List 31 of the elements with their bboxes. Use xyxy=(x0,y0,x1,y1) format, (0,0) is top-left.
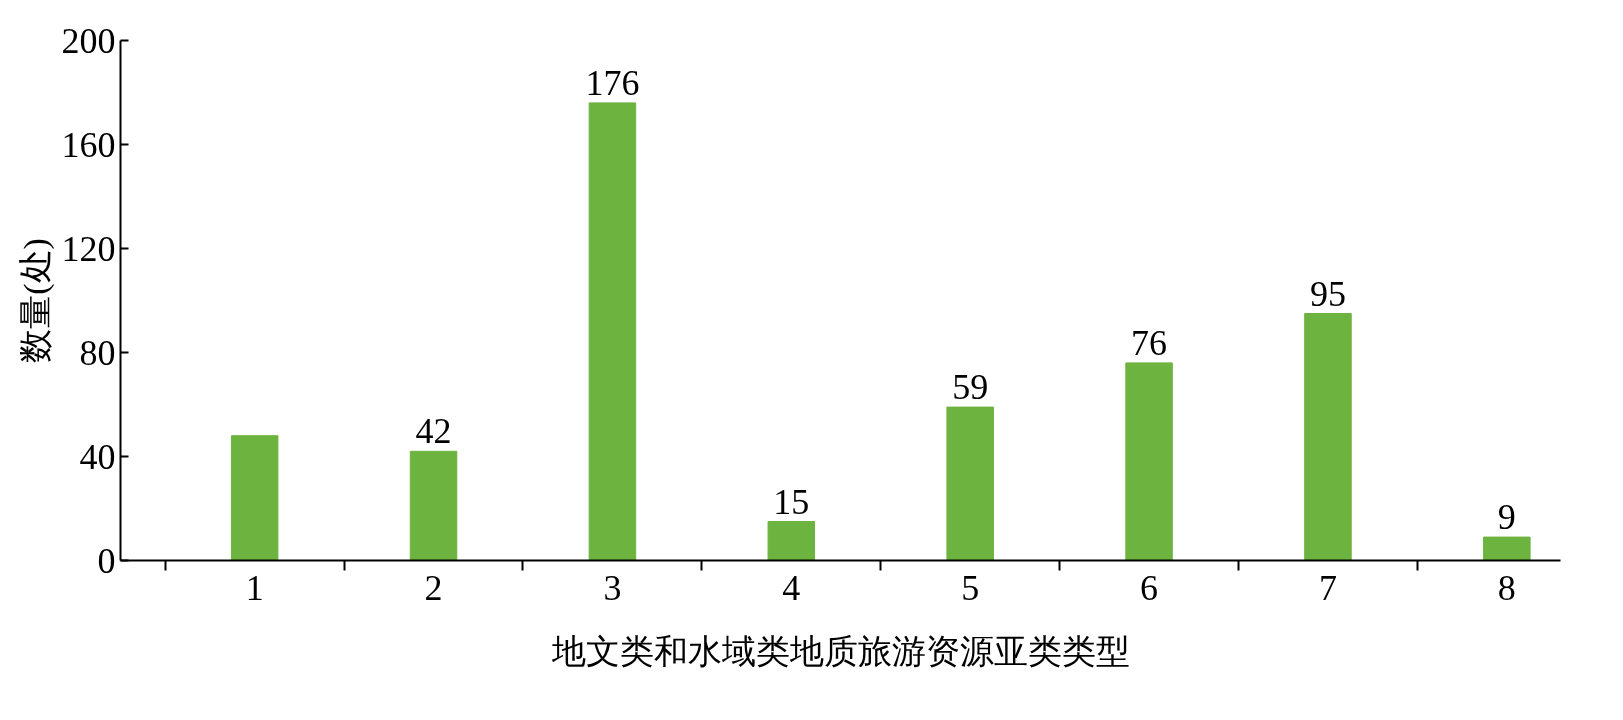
bar xyxy=(409,450,458,561)
x-tick-label: 7 xyxy=(1318,567,1337,608)
bar xyxy=(1304,313,1352,561)
x-tick-label: 1 xyxy=(245,567,264,608)
bar xyxy=(767,521,816,561)
x-tick-label: 3 xyxy=(603,567,622,608)
bar xyxy=(1125,362,1173,561)
x-tick-label: 4 xyxy=(782,567,801,608)
data-label: 76 xyxy=(1131,322,1168,363)
x-axis-title: 地文类和水域类地质旅游资源亚类类型 xyxy=(550,632,1130,670)
bar xyxy=(946,406,994,561)
data-label: 176 xyxy=(585,62,640,103)
x-tick-label: 6 xyxy=(1140,567,1159,608)
x-tick-label: 5 xyxy=(961,567,980,608)
y-tick-label: 40 xyxy=(79,436,116,477)
data-label: 59 xyxy=(952,367,989,408)
y-tick-label: 120 xyxy=(61,228,116,269)
bar xyxy=(230,435,279,561)
x-tick-label: 2 xyxy=(424,567,443,608)
data-label: 95 xyxy=(1309,273,1346,314)
y-tick-label: 0 xyxy=(97,540,116,581)
y-axis-title: 数量(处) xyxy=(16,238,55,363)
x-tick-label: 8 xyxy=(1497,567,1516,608)
bar xyxy=(1483,536,1531,561)
y-tick-label: 160 xyxy=(61,124,116,165)
data-label: 42 xyxy=(415,411,452,452)
bar xyxy=(588,102,637,561)
data-label: 9 xyxy=(1497,497,1516,538)
y-tick-label: 80 xyxy=(79,332,116,373)
y-tick-label: 200 xyxy=(61,20,116,61)
data-label: 15 xyxy=(773,481,810,522)
